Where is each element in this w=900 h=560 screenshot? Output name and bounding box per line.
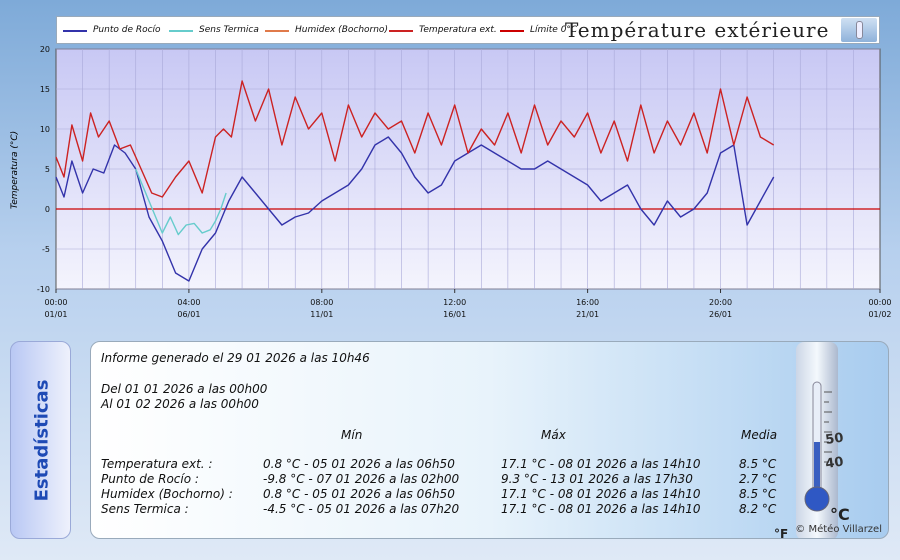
x-tick-time: 00:00 — [868, 298, 891, 307]
thermometer-unit-f: °F — [774, 527, 788, 539]
x-tick-time: 00:00 — [44, 298, 67, 307]
thermometer-image: 50 40 °C °F — [774, 342, 850, 539]
series-line-0 — [55, 136, 775, 282]
x-tick-time: 16:00 — [576, 298, 599, 307]
x-tick-time: 20:00 — [709, 298, 732, 307]
row-dew-avg: 2.7 °C — [739, 472, 777, 486]
row-dew-label: Punto de Rocío : — [101, 472, 199, 486]
period-to: Al 01 02 2026 a las 00h00 — [101, 397, 259, 411]
legend-item-dew-point: Punto de Rocío — [93, 25, 161, 35]
row-humidex-min: 0.8 °C - 05 01 2026 a las 06h50 — [263, 487, 455, 501]
legend-swatch-humidex — [265, 30, 289, 32]
legend-item-limit: Límite 0°C — [530, 25, 578, 35]
row-feels-avg: 8.2 °C — [739, 502, 777, 516]
legend-item-feels-like: Sens Termica — [199, 25, 259, 35]
x-tick-time: 08:00 — [310, 298, 333, 307]
row-temp-min: 0.8 °C - 05 01 2026 a las 06h50 — [263, 457, 455, 471]
series-group — [55, 80, 775, 282]
x-tick-date: 01/01 — [44, 310, 67, 319]
row-humidex-max: 17.1 °C - 08 01 2026 a las 14h10 — [501, 487, 701, 501]
y-tick-label: -10 — [37, 285, 50, 294]
y-tick-label: 0 — [45, 205, 50, 214]
x-tick-date: 26/01 — [709, 310, 732, 319]
watermark: © Météo Villarzel — [795, 524, 882, 535]
chart-svg: 20 15 10 5 0 -5 -10 00:00 01/01 04:00 06/01 08:00 1… — [10, 45, 892, 319]
row-feels-min: -4.5 °C - 05 01 2026 a las 07h20 — [263, 502, 460, 516]
report-generated: Informe generado el 29 01 2026 a las 10h… — [101, 351, 370, 365]
thermometer-scale-50: 50 — [824, 431, 844, 448]
y-tick-label: 10 — [40, 125, 50, 134]
y-ticks: 20 15 10 5 0 -5 -10 — [37, 45, 50, 294]
row-temp-max: 17.1 °C - 08 01 2026 a las 14h10 — [501, 457, 701, 471]
temperature-chart: 20 15 10 5 0 -5 -10 00:00 01/01 04:00 06/01 08:00 1… — [10, 16, 892, 319]
thermometer-unit-c: °C — [830, 505, 850, 524]
y-axis-label: Temperatura (°C) — [10, 131, 20, 209]
series-line-1 — [135, 168, 227, 236]
row-dew-min: -9.8 °C - 07 01 2026 a las 02h00 — [263, 472, 460, 486]
row-feels-label: Sens Termica : — [101, 502, 189, 516]
legend-swatch-limit — [500, 30, 524, 32]
thermometer-scale-40: 40 — [824, 455, 844, 472]
row-dew-max: 9.3 °C - 13 01 2026 a las 17h30 — [501, 472, 693, 486]
row-temp-avg: 8.5 °C — [739, 457, 777, 471]
header-max: Máx — [541, 428, 566, 442]
stats-tab[interactable]: Estadísticas — [10, 341, 71, 539]
row-temp-label: Temperatura ext. : — [101, 457, 213, 471]
row-humidex-label: Humidex (Bochorno) : — [101, 487, 233, 501]
row-humidex-avg: 8.5 °C — [739, 487, 777, 501]
header-avg: Media — [741, 428, 778, 442]
x-tick-time: 12:00 — [443, 298, 466, 307]
x-ticks: 00:00 01/01 04:00 06/01 08:00 11/01 12:00 16/01… — [44, 289, 892, 319]
y-tick-label: 15 — [40, 85, 50, 94]
x-tick-date: 06/01 — [177, 310, 200, 319]
stats-panel: 50 40 °C °F Informe generado el 29 01 20… — [90, 341, 889, 539]
legend-swatch-dew — [63, 30, 87, 32]
x-tick-date: 11/01 — [310, 310, 333, 319]
x-tick-date: 21/01 — [576, 310, 599, 319]
thermometer-icon — [841, 18, 877, 42]
y-tick-label: 5 — [45, 165, 50, 174]
legend-swatch-feels — [169, 30, 193, 32]
legend-swatch-temp — [389, 30, 413, 32]
x-tick-date: 16/01 — [443, 310, 466, 319]
row-feels-max: 17.1 °C - 08 01 2026 a las 14h10 — [501, 502, 701, 516]
x-tick-time: 04:00 — [177, 298, 200, 307]
legend: Punto de Rocío Sens Termica Humidex (Boc… — [56, 16, 880, 44]
chart-title: Température extérieure — [565, 18, 830, 42]
stats-tab-label: Estadísticas — [31, 379, 53, 502]
series-line-3 — [55, 80, 775, 198]
legend-item-humidex: Humidex (Bochorno) — [295, 25, 388, 35]
x-tick-date: 01/02 — [868, 310, 891, 319]
y-tick-label: 20 — [40, 45, 50, 54]
legend-item-temperature: Temperatura ext. — [419, 25, 497, 35]
y-tick-label: -5 — [42, 245, 50, 254]
header-min: Mín — [341, 428, 363, 442]
period-from: Del 01 01 2026 a las 00h00 — [101, 382, 268, 396]
